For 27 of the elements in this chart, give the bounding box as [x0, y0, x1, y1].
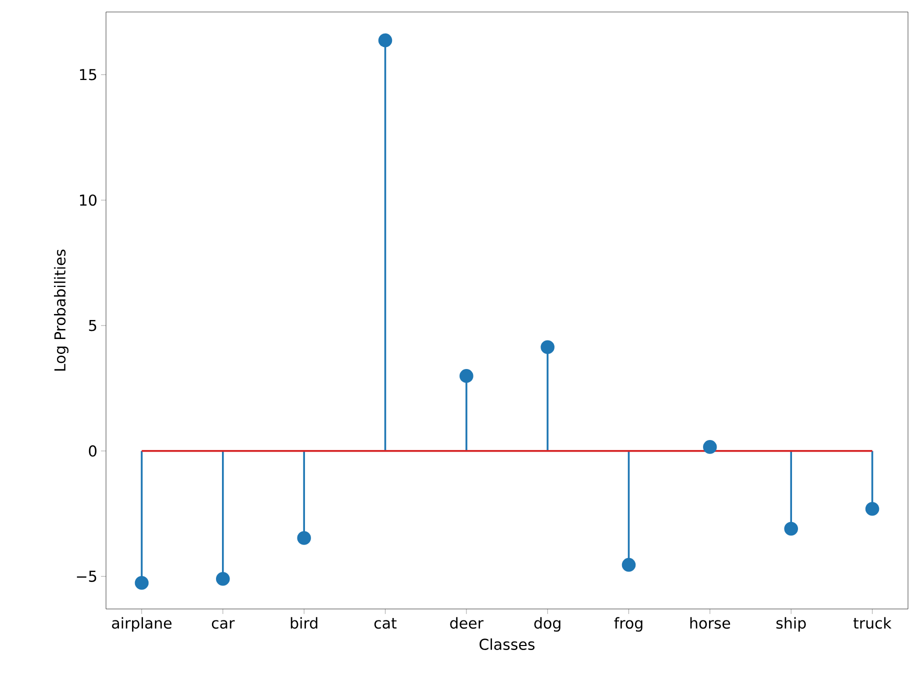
point	[865, 502, 880, 516]
point	[622, 558, 636, 572]
x-tick-label: bird	[290, 617, 318, 629]
y-tick-label: 10	[80, 194, 96, 206]
y-tick-label: 5	[89, 320, 96, 332]
point	[703, 440, 717, 454]
point	[297, 531, 311, 545]
y-axis-title: Log Probabilities	[54, 250, 68, 371]
x-tick-label: truck	[853, 617, 892, 629]
y-tick-label: 15	[80, 69, 96, 80]
x-tick-label: dog	[534, 617, 560, 632]
x-tick-label: frog	[614, 617, 642, 632]
point	[460, 369, 474, 383]
y-tick-label: 0	[88, 445, 96, 457]
x-tick-label: deer	[450, 617, 484, 629]
x-axis-title: Classes	[480, 638, 535, 650]
point	[134, 576, 149, 590]
point	[540, 340, 554, 354]
point	[378, 33, 392, 48]
y-tick-label: −5	[76, 570, 96, 582]
point	[784, 522, 798, 536]
point	[216, 572, 230, 586]
x-tick-label: cat	[374, 618, 397, 629]
x-tick-label: car	[212, 620, 235, 629]
x-tick-label: horse	[690, 617, 730, 629]
x-tick-label: ship	[776, 617, 806, 632]
x-tick-label: airplane	[112, 617, 172, 632]
